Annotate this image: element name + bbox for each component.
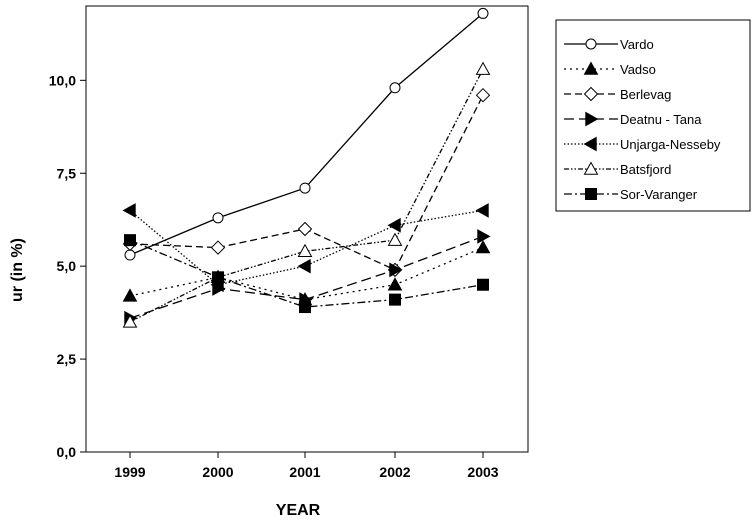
series-unjarga-nesseby [122,203,489,293]
data-point-unjarga-nesseby [297,258,311,274]
data-point-vadso [122,288,138,302]
legend-label-deatnu-tana: Deatnu - Tana [620,112,702,127]
data-point-deatnu-tana [477,229,491,244]
x-tick-label: 2002 [379,464,410,480]
legend-marker-vadso [583,61,599,75]
data-point-vardo [477,7,489,19]
plot-area [122,7,491,328]
data-point-vardo [299,182,311,194]
legend-marker-berlevag [583,86,599,102]
plot-frame [85,5,529,453]
x-axis-title: YEAR [276,502,321,519]
series-sor-varanger [124,234,489,314]
axes: 0,0 2,5 5,0 7,5 10,0 1999 2000 2001 2002 2003 [49,5,529,480]
legend: Vardo Vadso Berlevag Deatnu - Tana Unjarga-N… [555,19,751,212]
data-point-vardo [212,212,224,224]
y-axis-title: ur (in %) [9,238,26,302]
data-point-unjarga-nesseby [122,203,136,218]
data-point-sor-varanger [389,293,401,306]
data-point-sor-varanger [299,301,311,314]
y-tick-label: 7,5 [57,165,77,181]
series-line-berlevag [129,94,484,271]
data-point-unjarga-nesseby [387,217,401,233]
x-tick-label: 2000 [202,464,233,480]
legend-label-unjarga-nesseby: Unjarga-Nesseby [620,137,721,152]
legend-marker-vardo [585,38,597,50]
data-point-batsfjord [122,314,138,328]
y-tick-label: 10,0 [49,72,76,88]
data-point-berlevag [210,240,226,255]
legend-marker-unjarga-nesseby [583,136,597,152]
data-point-sor-varanger [477,278,489,291]
x-tick-label: 2001 [289,464,320,480]
legend-label-sor-varanger: Sor-Varanger [620,187,698,202]
x-tick-label: 2003 [467,464,498,480]
data-point-sor-varanger [212,271,224,284]
data-point-berlevag [297,221,313,237]
data-point-vadso [387,277,403,291]
legend-marker-batsfjord [583,161,599,175]
legend-label-berlevag: Berlevag [620,87,671,102]
legend-marker-deatnu-tana [585,111,599,127]
y-tick-label: 5,0 [57,258,77,274]
data-point-vardo [124,249,136,261]
legend-marker-sor-varanger [585,188,597,200]
data-point-sor-varanger [124,234,136,247]
data-point-berlevag [475,87,491,103]
data-point-batsfjord [387,232,403,246]
legend-label-vardo: Vardo [620,37,654,52]
y-tick-label: 2,5 [57,351,77,367]
data-point-vadso [475,240,491,254]
data-point-batsfjord [297,243,313,257]
legend-label-batsfjord: Batsfjord [620,162,671,177]
series-line-batsfjord [129,68,484,323]
x-tick-label: 1999 [114,464,145,480]
data-point-batsfjord [475,61,491,75]
data-point-unjarga-nesseby [475,203,489,218]
legend-label-vadso: Vadso [620,62,656,77]
data-point-vardo [389,82,401,94]
y-tick-label: 0,0 [57,444,77,460]
series-line-vardo [129,12,484,256]
series-batsfjord [122,61,491,328]
series-vardo [124,7,489,261]
data-point-deatnu-tana [389,262,403,278]
